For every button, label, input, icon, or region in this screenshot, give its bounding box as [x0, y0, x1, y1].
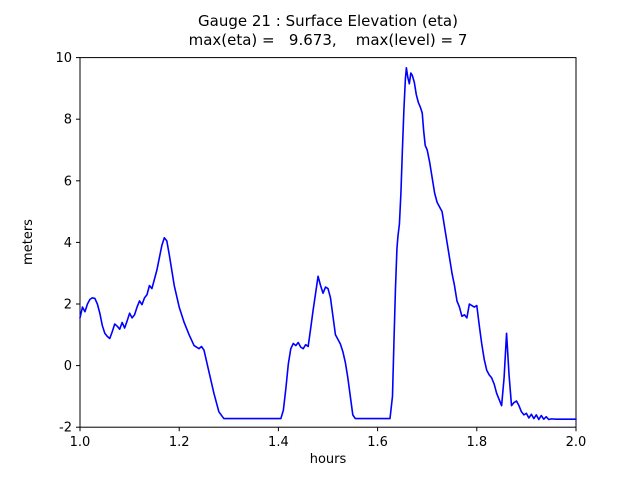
y-tick-label: 10	[55, 51, 72, 66]
y-axis-ticks: -2 0 2 4 6 8 10	[55, 51, 80, 436]
x-tick-label: 1.6	[367, 435, 388, 450]
chart-subtitle: max(eta) = 9.673, max(level) = 7	[189, 31, 468, 49]
x-tick-label: 1.8	[466, 435, 487, 450]
plot-border	[79, 57, 577, 428]
x-tick-label: 1.4	[268, 435, 289, 450]
x-axis-label: hours	[310, 452, 347, 467]
x-tick-label: 1.0	[70, 435, 91, 450]
y-tick-label: 8	[64, 113, 72, 128]
y-axis-label: meters	[21, 219, 36, 265]
y-tick-label: 2	[64, 298, 72, 313]
x-tick-label: 1.2	[169, 435, 190, 450]
y-tick-label: -2	[59, 421, 72, 436]
chart-title: Gauge 21 : Surface Elevation (eta)	[198, 12, 458, 30]
x-axis-ticks: 1.0 1.2 1.4 1.6 1.8 2.0	[70, 427, 587, 450]
y-tick-label: 0	[64, 359, 72, 374]
eta-line	[79, 66, 577, 421]
y-tick-label: 6	[64, 174, 72, 189]
x-tick-label: 2.0	[566, 435, 587, 450]
y-tick-label: 4	[64, 236, 72, 251]
